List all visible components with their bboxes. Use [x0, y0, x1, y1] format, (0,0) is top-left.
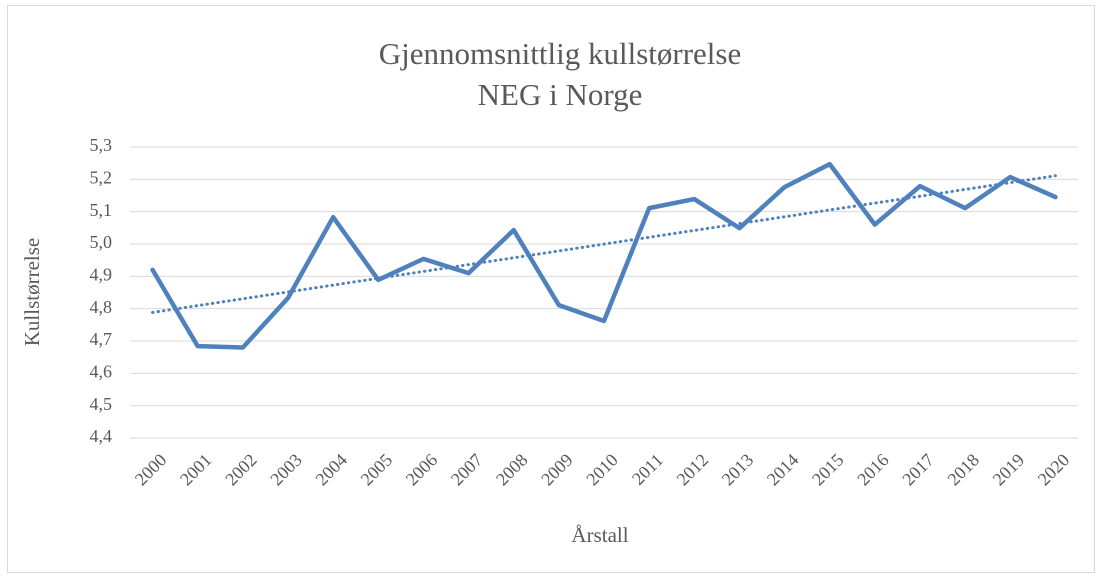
- y-tick-label: 5,1: [90, 200, 113, 220]
- y-tick-label: 4,6: [90, 361, 113, 381]
- data-line: [150, 161, 1058, 350]
- y-tick-label: 4,5: [90, 394, 113, 414]
- x-axis-label: Årstall: [571, 523, 628, 547]
- y-axis-label: Kullstørrelse: [20, 238, 44, 346]
- y-tick-label: 4,4: [90, 426, 113, 446]
- chart-title: Gjennomsnittlig kullstørrelse: [379, 36, 742, 71]
- y-tick-label: 5,2: [90, 167, 113, 187]
- chart-title: NEG i Norge: [478, 77, 643, 112]
- y-tick-label: 4,9: [90, 264, 113, 284]
- y-tick-label: 5,0: [90, 232, 113, 252]
- y-tick-label: 4,7: [90, 329, 113, 349]
- y-tick-label: 4,8: [90, 297, 113, 317]
- y-tick-label: 5,3: [90, 135, 113, 155]
